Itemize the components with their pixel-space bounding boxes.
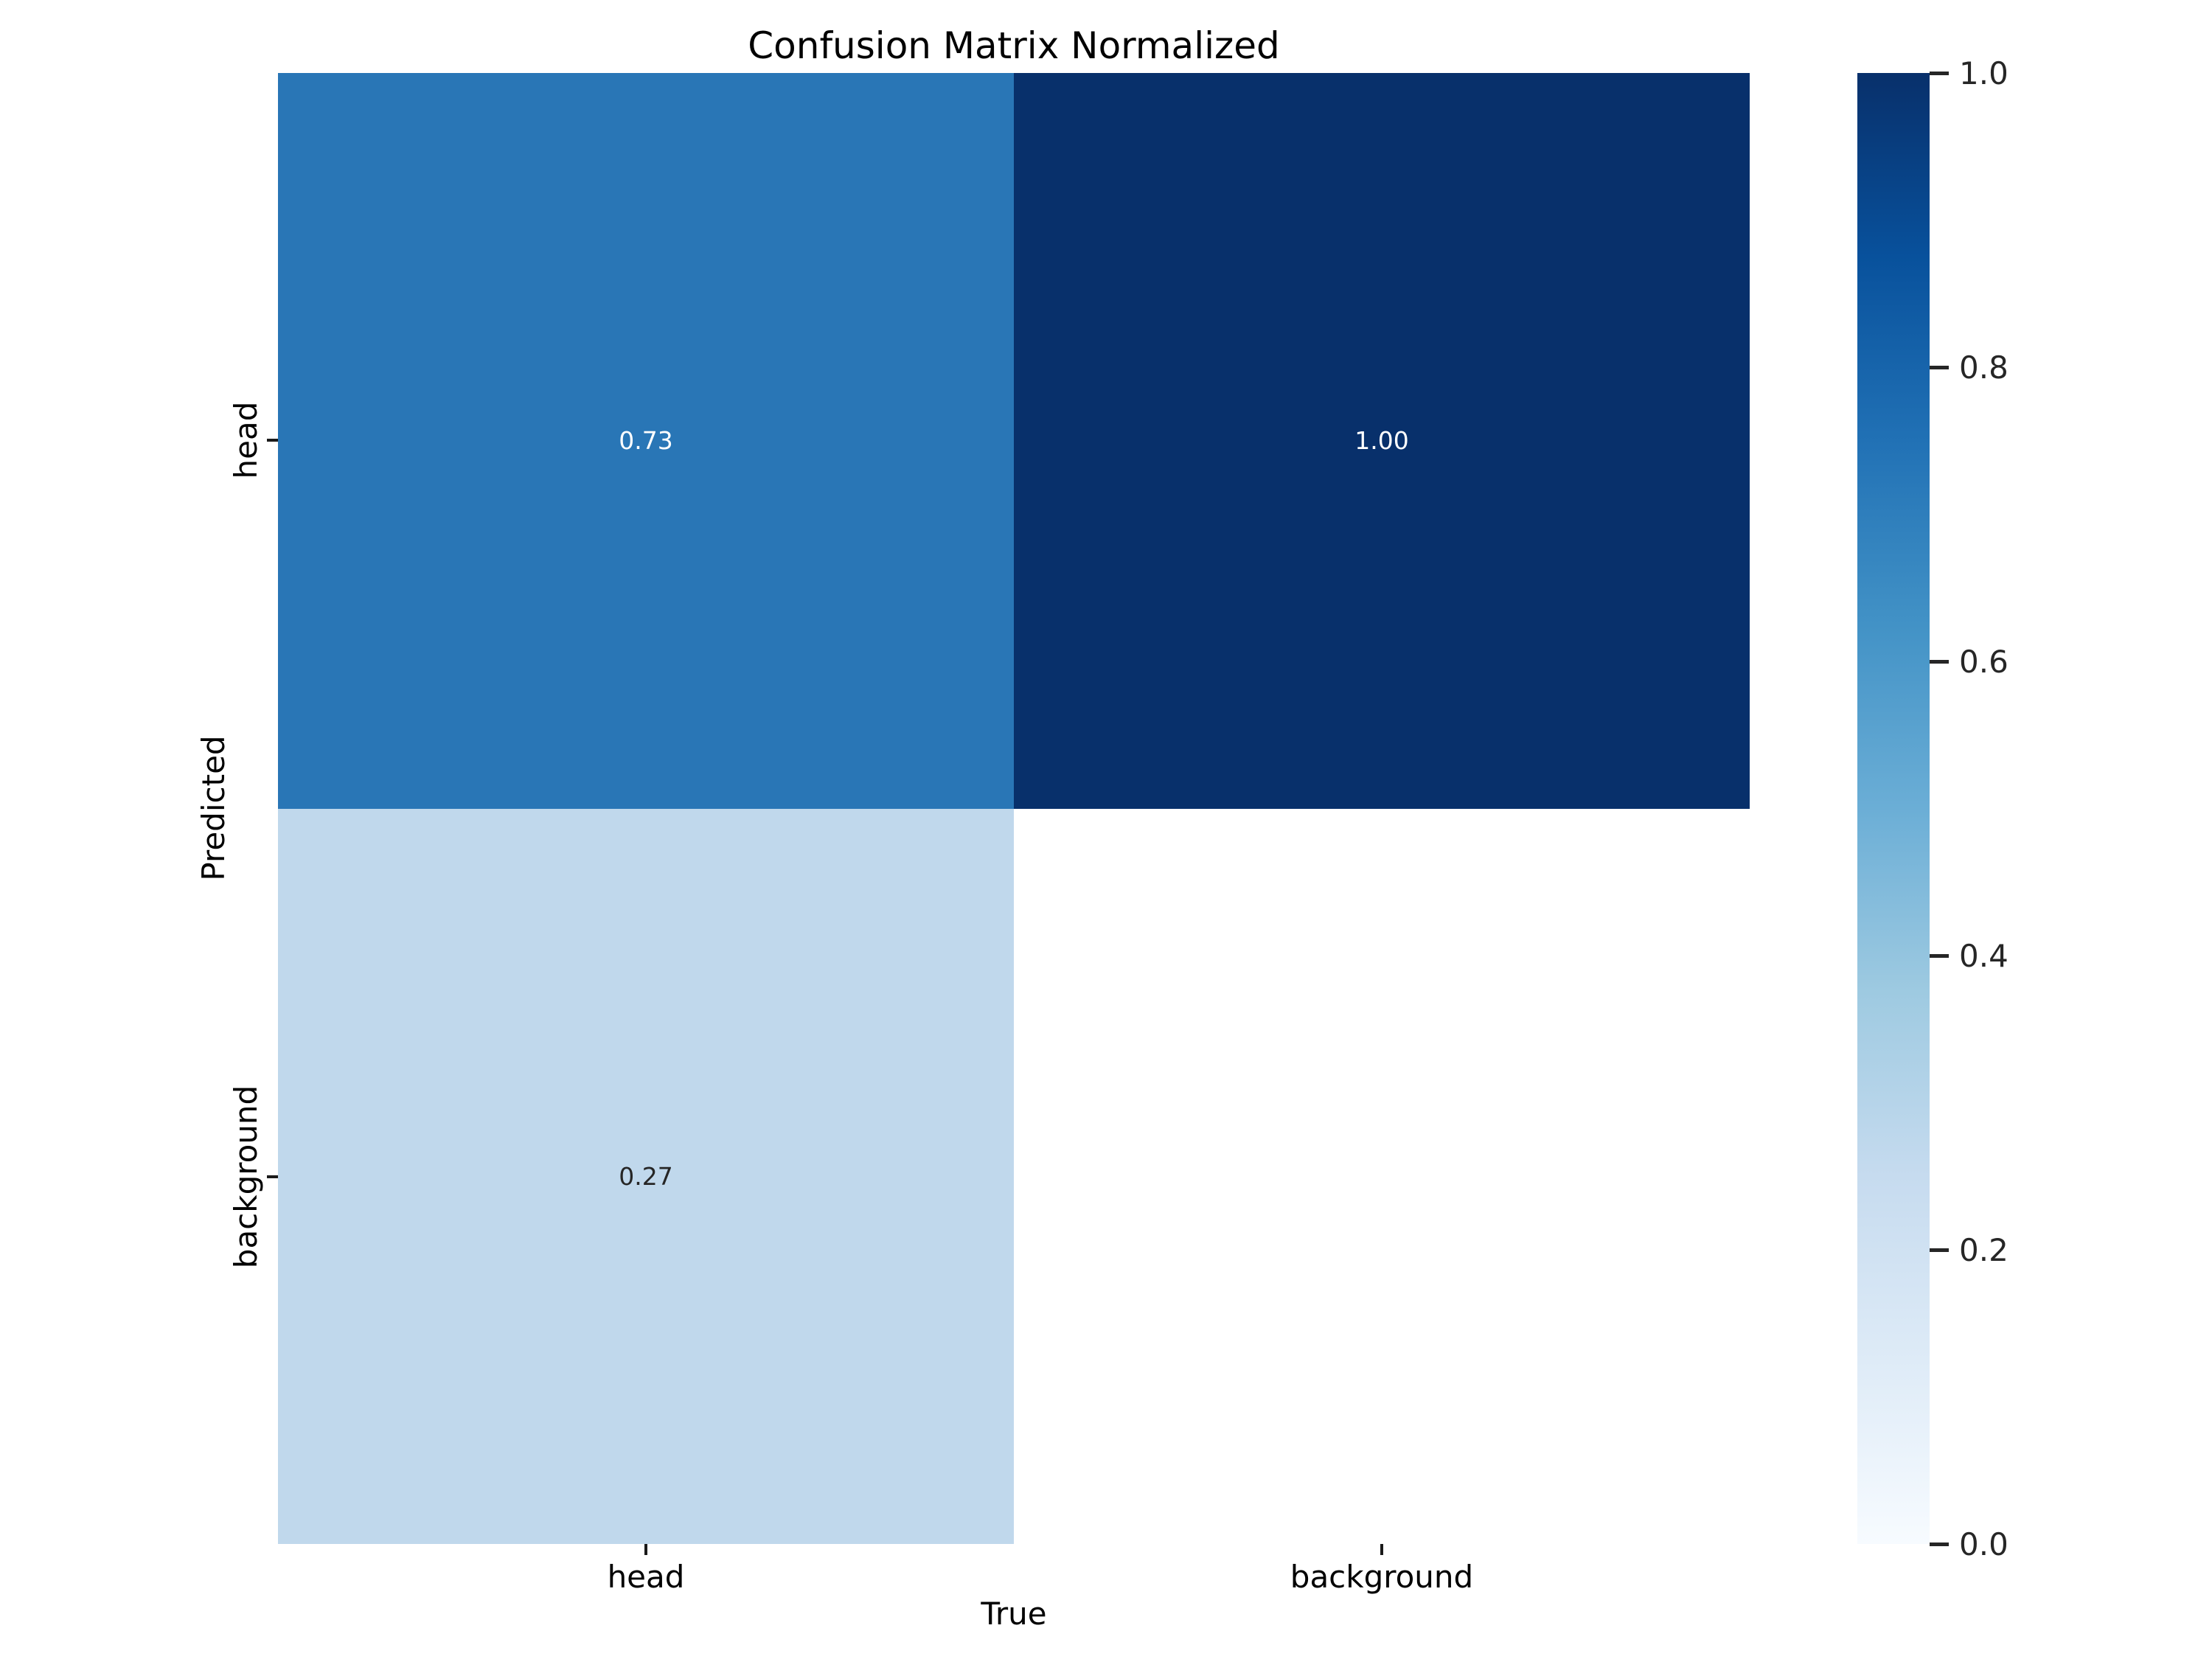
colorbar-tick-mark [1930,954,1949,958]
heatmap-cell-head-head: 0.73 [278,73,1014,809]
colorbar-tick: 0.4 [1930,933,2151,978]
colorbar-tick-mark [1930,660,1949,664]
heatmap-cell-background-head: 0.27 [278,808,1014,1544]
colorbar-tick: 1.0 [1930,51,2151,95]
colorbar-tick: 0.6 [1930,639,2151,684]
colorbar-tick-mark [1930,1248,1949,1252]
colorbar-gradient [1857,73,1930,1544]
colorbar-tick: 0.8 [1930,345,2151,389]
colorbar-tick-mark [1930,366,1949,369]
heatmap-cell-head-background: 1.00 [1014,73,1750,809]
colorbar-tick-label: 0.4 [1959,937,2008,974]
colorbar-tick: 0.0 [1930,1522,2151,1566]
x-tick-label-background: background [1290,1558,1474,1595]
colorbar-tick: 0.2 [1930,1228,2151,1272]
colorbar-tick-label: 0.6 [1959,643,2008,680]
colorbar-tick-mark [1930,1543,1949,1546]
x-tick-mark-background [1380,1544,1383,1555]
y-tick-label-background: background [227,1085,264,1269]
x-axis-title: True [981,1595,1047,1632]
colorbar-tick-label: 0.2 [1959,1231,2008,1268]
x-tick-mark-head [644,1544,647,1555]
colorbar-tick-label: 0.0 [1959,1526,2008,1562]
y-tick-mark-head [267,439,278,442]
chart-title: Confusion Matrix Normalized [748,24,1280,67]
y-tick-label-head: head [227,401,264,479]
y-axis-title: Predicted [195,735,232,881]
x-tick-label-head: head [607,1558,685,1595]
heatmap: 0.73 1.00 0.27 [278,73,1750,1544]
colorbar-tick-mark [1930,72,1949,75]
heatmap-cell-background-background [1014,808,1750,1544]
colorbar-tick-label: 1.0 [1959,55,2008,91]
y-tick-mark-background [267,1175,278,1178]
colorbar-tick-label: 0.8 [1959,349,2008,386]
